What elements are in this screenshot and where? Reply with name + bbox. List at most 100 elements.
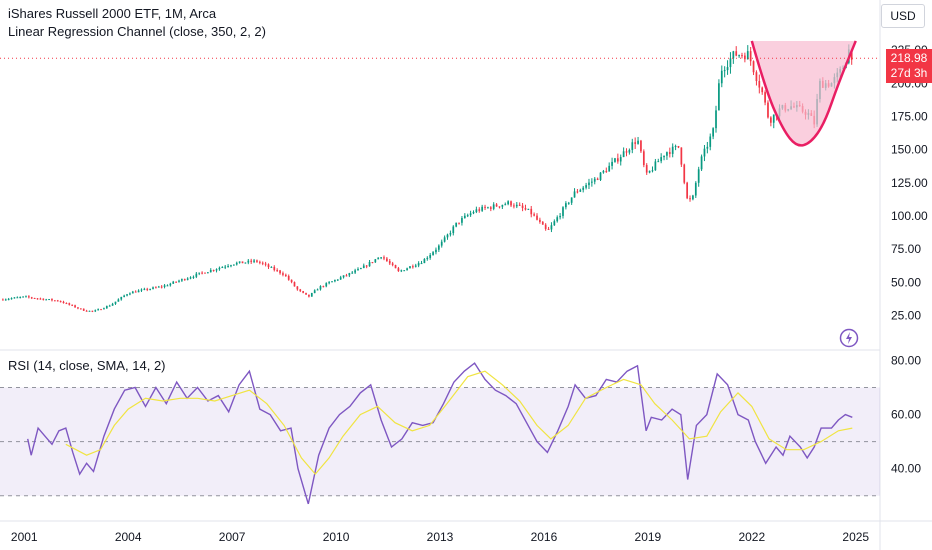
candle-body bbox=[339, 277, 342, 280]
candle-body bbox=[614, 158, 616, 162]
candle-body bbox=[628, 149, 631, 153]
candle-body bbox=[131, 291, 134, 294]
rsi-label: RSI (14, close, SMA, 14, 2) bbox=[8, 358, 166, 373]
candle-body bbox=[183, 279, 186, 281]
candle-body bbox=[406, 268, 408, 271]
candle-body bbox=[481, 206, 484, 211]
rsi-tick-label: 80.00 bbox=[891, 353, 921, 367]
candle-body bbox=[241, 261, 244, 264]
price-legend: iShares Russell 2000 ETF, 1M, Arca Linea… bbox=[8, 5, 266, 41]
candle-body bbox=[105, 306, 108, 309]
candle-body bbox=[88, 310, 91, 312]
last-price-badge: 218.98 27d 3h bbox=[886, 49, 932, 83]
candle-body bbox=[79, 308, 82, 310]
candle-body bbox=[207, 272, 209, 274]
candle-body bbox=[764, 92, 766, 103]
candle-body bbox=[181, 279, 183, 281]
price-tick-label: 50.00 bbox=[891, 275, 921, 289]
candle-body bbox=[120, 296, 123, 300]
indicator-label: Linear Regression Channel (close, 350, 2… bbox=[8, 24, 266, 39]
candle-body bbox=[700, 156, 703, 170]
lightning-icon[interactable] bbox=[839, 328, 859, 348]
candle-body bbox=[559, 215, 561, 218]
candle-body bbox=[282, 273, 284, 275]
time-tick-label: 2022 bbox=[738, 530, 765, 544]
candle-body bbox=[232, 264, 235, 266]
time-tick-label: 2016 bbox=[531, 530, 558, 544]
currency-button[interactable]: USD bbox=[881, 4, 925, 28]
candle-body bbox=[279, 270, 281, 274]
candle-body bbox=[657, 161, 660, 163]
candle-body bbox=[570, 197, 573, 203]
candle-body bbox=[348, 273, 351, 276]
candle-body bbox=[492, 204, 495, 209]
candle-body bbox=[250, 260, 253, 262]
candle-body bbox=[146, 288, 149, 290]
candle-body bbox=[56, 300, 59, 302]
candle-body bbox=[469, 213, 472, 216]
candle-body bbox=[230, 265, 232, 267]
candle-body bbox=[45, 299, 48, 301]
candle-body bbox=[709, 136, 712, 147]
candle-body bbox=[668, 152, 671, 154]
candle-body bbox=[53, 300, 56, 302]
price-tick-label: 125.00 bbox=[891, 176, 928, 190]
candle-body bbox=[51, 299, 53, 301]
cup-curve bbox=[750, 40, 857, 147]
candle-body bbox=[264, 263, 267, 265]
candle-body bbox=[489, 207, 492, 209]
candle-body bbox=[437, 245, 440, 250]
candle-body bbox=[553, 221, 556, 226]
rsi-tick-label: 60.00 bbox=[891, 408, 921, 422]
candle-body bbox=[287, 275, 290, 280]
candle-body bbox=[686, 182, 689, 199]
candle-body bbox=[732, 51, 735, 59]
price-tick-label: 100.00 bbox=[891, 209, 928, 223]
candle-body bbox=[501, 204, 504, 207]
candle-body bbox=[671, 146, 674, 154]
candle-body bbox=[244, 262, 247, 264]
time-tick-label: 2010 bbox=[323, 530, 350, 544]
candle-body bbox=[175, 281, 177, 283]
candle-body bbox=[637, 140, 639, 144]
candle-body bbox=[97, 309, 100, 311]
candle-body bbox=[749, 51, 752, 62]
candle-body bbox=[328, 282, 330, 284]
candle-body bbox=[313, 290, 316, 294]
candle-body bbox=[33, 297, 36, 299]
candle-body bbox=[715, 110, 717, 129]
candle-body bbox=[850, 49, 853, 60]
candle-body bbox=[48, 299, 50, 301]
candle-body bbox=[463, 215, 466, 219]
candle-body bbox=[718, 83, 720, 111]
candle-body bbox=[157, 286, 160, 288]
candle-body bbox=[625, 151, 628, 153]
candle-body bbox=[65, 303, 68, 305]
candle-body bbox=[579, 189, 582, 192]
candle-body bbox=[478, 209, 481, 211]
candle-body bbox=[411, 266, 414, 268]
candle-body bbox=[689, 198, 691, 200]
candle-body bbox=[619, 157, 622, 162]
candle-body bbox=[622, 151, 625, 158]
candle-body bbox=[741, 55, 743, 57]
candle-body bbox=[640, 140, 642, 152]
time-tick-label: 2013 bbox=[427, 530, 454, 544]
candle-body bbox=[296, 286, 299, 290]
candle-body bbox=[642, 151, 645, 166]
candle-body bbox=[449, 233, 452, 235]
cup-fill bbox=[751, 40, 856, 146]
candle-body bbox=[13, 297, 16, 299]
candle-body bbox=[663, 155, 665, 158]
candle-body bbox=[100, 309, 102, 311]
candle-body bbox=[126, 294, 128, 296]
candle-body bbox=[172, 281, 175, 284]
candle-body bbox=[137, 290, 140, 293]
candle-body bbox=[42, 298, 45, 300]
candle-body bbox=[2, 299, 4, 301]
candle-body bbox=[712, 128, 714, 137]
candle-body bbox=[487, 207, 489, 209]
candle-body bbox=[726, 67, 729, 71]
candle-body bbox=[273, 266, 276, 271]
